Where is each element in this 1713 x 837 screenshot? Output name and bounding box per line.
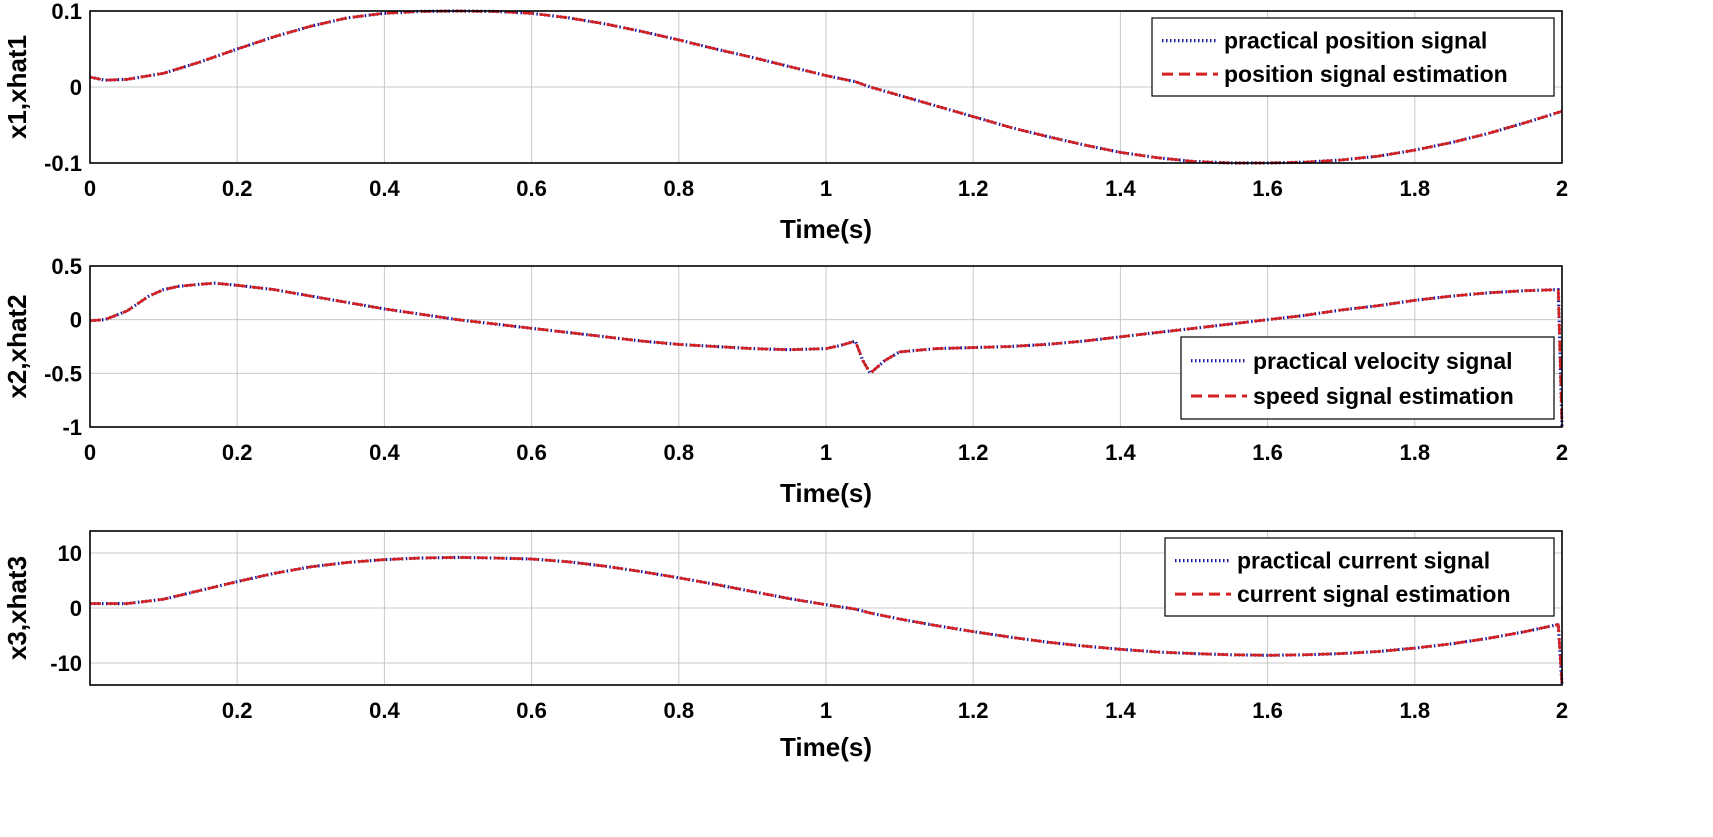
x-tick-label: 1.2	[958, 698, 989, 723]
x-tick-label: 0.4	[369, 440, 400, 465]
legend-entry-estimation: position signal estimation	[1224, 61, 1508, 87]
tick-labels: 0 0.2 0.4 0.6 0.8 1 1.2 1.4 1.6 1.8 2 -1 -0.5 0 0.5	[44, 254, 1568, 465]
y-tick-label: -0.5	[44, 361, 82, 386]
plot-frame	[89, 10, 1563, 164]
x-tick-label: 0.4	[369, 698, 400, 723]
series-layer	[90, 281, 1564, 428]
legend: practical position signal position signa…	[1151, 17, 1555, 97]
x-tick-label: 1.4	[1105, 698, 1136, 723]
x-tick-label: 0.6	[516, 698, 547, 723]
x-tick-label: 2	[1556, 698, 1568, 723]
x-tick-label: 0.8	[664, 440, 695, 465]
series-line-estimation	[90, 281, 1564, 428]
x-tick-label: 2	[1556, 440, 1568, 465]
x-tick-label: 0.4	[369, 176, 400, 201]
x-tick-label: 0.6	[516, 440, 547, 465]
x-tick-label: 1	[820, 698, 832, 723]
x-tick-label: 1.8	[1400, 176, 1431, 201]
x-tick-label: 1.4	[1105, 440, 1136, 465]
x-tick-label: 0.6	[516, 176, 547, 201]
y-tick-label: 0	[70, 308, 82, 333]
x-tick-label: 2	[1556, 176, 1568, 201]
x-tick-label: 1	[820, 440, 832, 465]
y-tick-label: -0.1	[44, 151, 82, 176]
legend: practical current signal current signal …	[1164, 537, 1555, 617]
plot-frame	[89, 530, 1563, 686]
x-tick-label: 1.2	[958, 176, 989, 201]
series-layer	[90, 555, 1564, 686]
subplot-velocity: 0 0.2 0.4 0.6 0.8 1 1.2 1.4 1.6 1.8 2 -1 -0.5 0 0.5 Ti…	[2, 254, 1568, 508]
subplot-current: 0.2 0.4 0.6 0.8 1 1.2 1.4 1.6 1.8 2 -10 0 10 Time(s)…	[2, 530, 1568, 762]
tick-labels: 0 0.2 0.4 0.6 0.8 1 1.2 1.4 1.6 1.8 2-0.100.1	[44, 0, 1568, 201]
y-tick-label: -10	[50, 651, 82, 676]
x-axis-label: Time(s)	[780, 478, 872, 508]
y-tick-label: 0	[70, 596, 82, 621]
x-tick-label: 1.8	[1400, 698, 1431, 723]
legend-box	[1180, 336, 1555, 420]
legend-box	[1164, 537, 1555, 617]
y-tick-label: 0	[70, 75, 82, 100]
x-tick-label: 1.6	[1252, 698, 1283, 723]
x-tick-label: 0.8	[664, 176, 695, 201]
x-tick-label: 1	[820, 176, 832, 201]
legend-entry-practical: practical current signal	[1237, 548, 1490, 574]
x-axis-label: Time(s)	[780, 732, 872, 762]
y-tick-label: 0.5	[51, 254, 82, 279]
x-tick-label: 1.4	[1105, 176, 1136, 201]
x-tick-label: 0.2	[222, 176, 253, 201]
subplot-position: 0 0.2 0.4 0.6 0.8 1 1.2 1.4 1.6 1.8 2-0.100.1 Time…	[2, 0, 1568, 244]
series-line-estimation	[90, 556, 1564, 686]
legend-entry-estimation: speed signal estimation	[1253, 383, 1514, 409]
plot-frame	[89, 265, 1563, 428]
x-tick-label: 0	[84, 440, 96, 465]
x-tick-label: 0.2	[222, 698, 253, 723]
y-tick-label: -1	[62, 415, 82, 440]
legend-entry-practical: practical position signal	[1224, 28, 1487, 54]
y-tick-label: 0.1	[51, 0, 82, 24]
y-axis-label: x3,xhat3	[2, 556, 32, 660]
y-axis-label: x2,xhat2	[2, 294, 32, 398]
tick-labels: 0.2 0.4 0.6 0.8 1 1.2 1.4 1.6 1.8 2 -10 0 10	[50, 541, 1568, 723]
legend-box	[1151, 17, 1555, 97]
x-tick-label: 1.6	[1252, 440, 1283, 465]
x-tick-label: 1.6	[1252, 176, 1283, 201]
x-tick-label: 0.2	[222, 440, 253, 465]
x-tick-label: 1.2	[958, 440, 989, 465]
x-tick-label: 1.8	[1400, 440, 1431, 465]
legend-entry-estimation: current signal estimation	[1237, 581, 1511, 607]
legend-entry-practical: practical velocity signal	[1253, 348, 1513, 374]
x-tick-label: 0.8	[664, 698, 695, 723]
y-tick-label: 10	[58, 541, 82, 566]
x-axis-label: Time(s)	[780, 214, 872, 244]
x-tick-label: 0	[84, 176, 96, 201]
legend: practical velocity signal speed signal e…	[1180, 336, 1555, 420]
y-axis-label: x1,xhat1	[2, 35, 32, 139]
